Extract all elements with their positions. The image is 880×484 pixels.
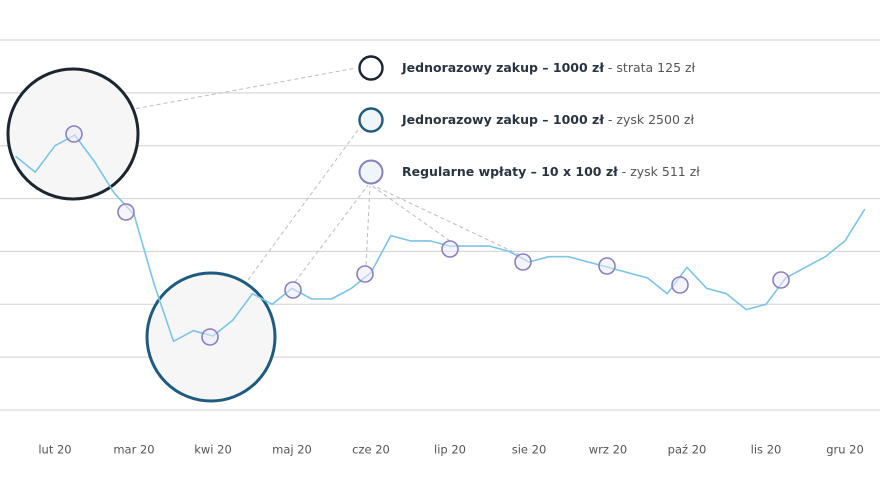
line xyxy=(15,134,866,343)
purchase-marker xyxy=(441,240,459,258)
legend-label: Regularne wpłaty – 10 x 100 zł xyxy=(402,164,618,179)
legend-entry: Jednorazowy zakup – 1000 zł - strata 125… xyxy=(401,60,696,75)
plot: lut 20 mar 20 kwi 20 maj 20 cze 20 lip 20 sie … xyxy=(15,134,866,457)
purchase-marker xyxy=(356,265,374,283)
connector xyxy=(294,184,369,283)
legend-icon xyxy=(358,107,384,133)
legend-icon xyxy=(358,55,384,81)
x-tick-label: lis 20 xyxy=(751,443,782,457)
x-tick-label: gru 20 xyxy=(826,443,864,457)
connector xyxy=(371,185,451,242)
connector xyxy=(373,185,521,256)
legend-label: Jednorazowy zakup – 1000 zł xyxy=(401,60,604,75)
connector xyxy=(73,67,357,121)
x-tick-label: kwi 20 xyxy=(194,443,232,457)
legend-entry: Regularne wpłaty – 10 x 100 zł - zysk 51… xyxy=(402,164,700,179)
purchase-marker xyxy=(671,276,689,294)
connector xyxy=(214,129,359,326)
legend-icon xyxy=(358,159,384,185)
purchase-marker xyxy=(201,328,219,346)
purchase-marker xyxy=(117,203,135,221)
legend-result: - zysk 511 zł xyxy=(618,164,701,179)
legend-result: - strata 125 zł xyxy=(604,60,696,75)
grid xyxy=(0,39,880,411)
x-tick-label: mar 20 xyxy=(113,443,154,457)
legend-result: - zysk 2500 zł xyxy=(604,112,694,127)
legend-label: Jednorazowy zakup – 1000 zł xyxy=(401,112,604,127)
x-tick-label: maj 20 xyxy=(272,443,312,457)
purchase-marker xyxy=(514,253,532,271)
markers xyxy=(65,125,790,346)
connectors xyxy=(73,67,521,326)
purchase-marker xyxy=(772,271,790,289)
purchase-marker xyxy=(65,125,83,143)
x-tick-label: wrz 20 xyxy=(589,443,627,457)
legend: Jednorazowy zakup – 1000 zł - strata 125… xyxy=(358,55,700,185)
legend-entry: Jednorazowy zakup – 1000 zł - zysk 2500 … xyxy=(401,112,694,127)
purchase-marker xyxy=(598,257,616,275)
connector xyxy=(365,185,371,266)
x-tick-label: cze 20 xyxy=(352,443,390,457)
purchase-marker xyxy=(284,281,302,299)
x-tick-label: sie 20 xyxy=(512,443,547,457)
x-tick-label: paź 20 xyxy=(668,443,707,457)
x-tick-label: lut 20 xyxy=(38,443,71,457)
x-tick-label: lip 20 xyxy=(434,443,466,457)
